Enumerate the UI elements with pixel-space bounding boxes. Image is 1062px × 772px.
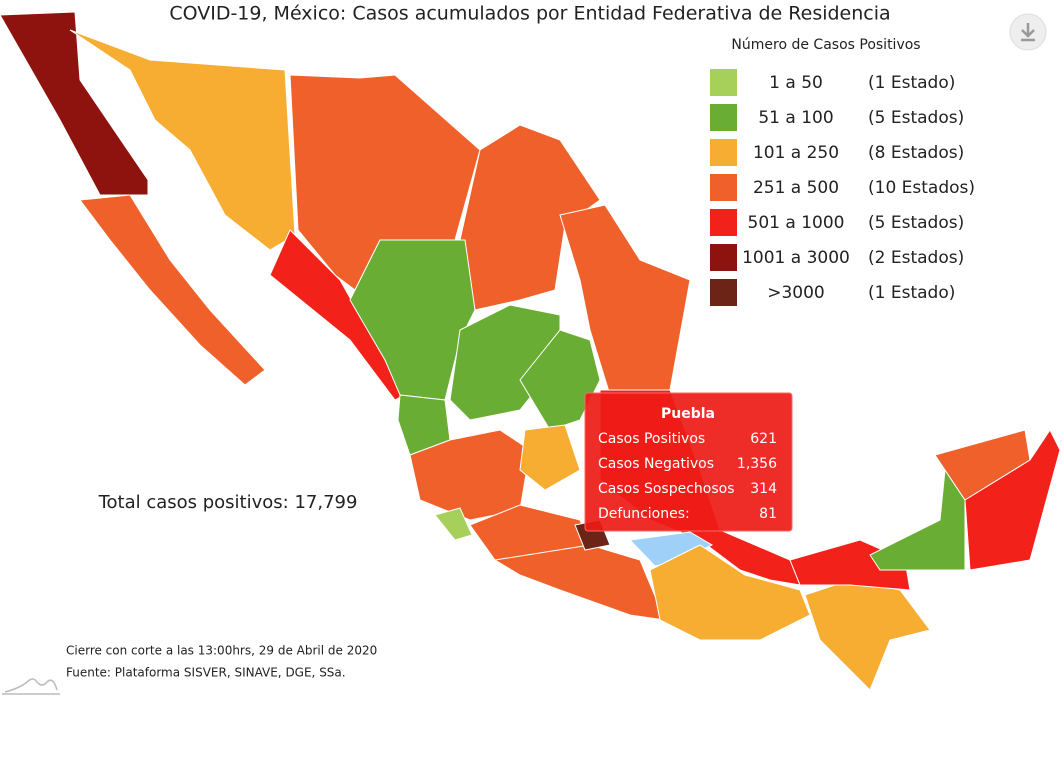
legend-range: 101 a 250 [753, 143, 839, 163]
legend-swatch [710, 104, 737, 131]
footer-line: Cierre con corte a las 13:00hrs, 29 de A… [66, 644, 377, 658]
state-shape [409, 429, 531, 521]
legend-count: (2 Estados) [868, 248, 964, 268]
state-shape [434, 507, 473, 541]
tooltip-value: 1,356 [737, 456, 777, 472]
state-shape [0, 11, 149, 196]
legend-count: (8 Estados) [868, 143, 964, 163]
tooltip-value: 621 [750, 431, 777, 447]
legend-range: >3000 [767, 283, 825, 303]
legend-count: (10 Estados) [868, 178, 975, 198]
title: COVID-19, México: Casos acumulados por E… [169, 3, 890, 25]
state-shape [804, 579, 931, 691]
state-shape [493, 544, 666, 621]
legend-swatch [710, 209, 737, 236]
state-shape [519, 329, 601, 431]
state-shape [79, 194, 266, 386]
legend-swatch [710, 174, 737, 201]
tooltip-label: Defunciones: [598, 506, 690, 522]
legend-swatch [710, 139, 737, 166]
legend-count: (1 Estado) [868, 73, 955, 93]
legend-range: 51 a 100 [758, 108, 833, 128]
tooltip-title: Puebla [661, 406, 715, 422]
legend-range: 251 a 500 [753, 178, 839, 198]
tooltip: Puebla Casos Positivos 621 Casos Negativos… [584, 392, 793, 532]
tooltip-label: Casos Positivos [598, 431, 705, 447]
tooltip-value: 314 [750, 481, 777, 497]
state-shape [649, 544, 811, 641]
tooltip-value: 81 [759, 506, 777, 522]
footer-line: Fuente: Plataforma SISVER, SINAVE, DGE, … [66, 666, 346, 680]
legend-swatch [710, 244, 737, 271]
state-shape [964, 429, 1061, 571]
legend-swatch [710, 279, 737, 306]
legend-range: 1001 a 3000 [742, 248, 850, 268]
legend-count: (5 Estados) [868, 213, 964, 233]
legend-count: (1 Estado) [868, 283, 955, 303]
total-text: Total casos positivos: 17,799 [98, 492, 358, 513]
tooltip-label: Casos Negativos [598, 456, 714, 472]
legend-count: (5 Estados) [868, 108, 964, 128]
logo [2, 678, 60, 695]
state-shape [69, 29, 296, 251]
legend-swatch [710, 69, 737, 96]
download-button[interactable] [1009, 13, 1047, 51]
legend-title: Número de Casos Positivos [731, 37, 920, 53]
download-icon[interactable] [1021, 23, 1035, 42]
tooltip-box [584, 392, 793, 532]
tooltip-label: Casos Sospechosos [598, 481, 735, 497]
state-shape [519, 424, 581, 491]
legend-range: 501 a 1000 [748, 213, 845, 233]
legend: Número de Casos Positivos 1 a 50 (1 Estad… [710, 37, 975, 306]
state-shape [869, 468, 966, 571]
legend-range: 1 a 50 [769, 73, 823, 93]
